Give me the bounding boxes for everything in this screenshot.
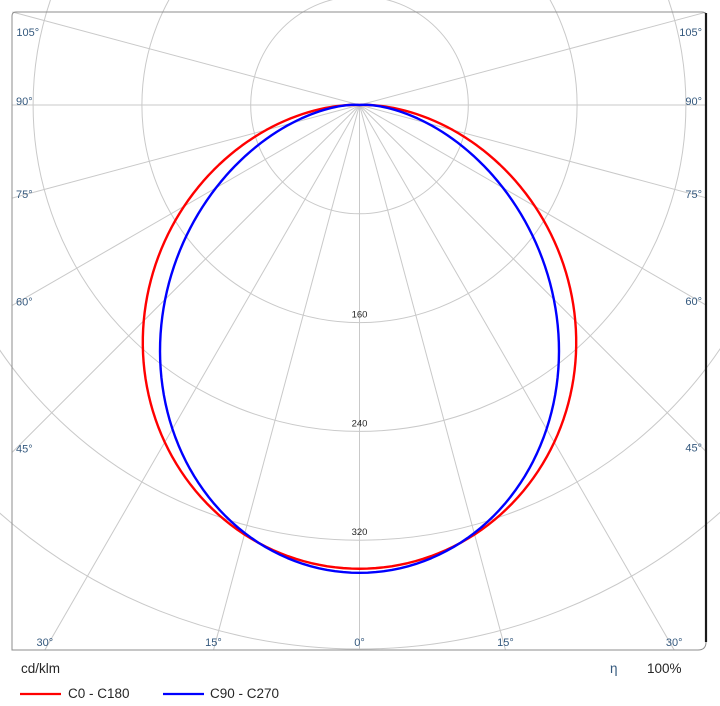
svg-text:30°: 30° xyxy=(666,637,683,649)
svg-text:15°: 15° xyxy=(497,637,514,649)
svg-text:60°: 60° xyxy=(16,297,33,309)
svg-text:0°: 0° xyxy=(354,637,365,649)
svg-text:160: 160 xyxy=(352,310,368,321)
svg-text:90°: 90° xyxy=(685,96,702,108)
svg-text:75°: 75° xyxy=(16,189,33,201)
svg-text:15°: 15° xyxy=(205,637,222,649)
svg-text:105°: 105° xyxy=(679,27,702,39)
svg-text:90°: 90° xyxy=(16,96,33,108)
svg-text:240: 240 xyxy=(352,418,368,429)
svg-text:100%: 100% xyxy=(647,661,682,676)
svg-text:C0 - C180: C0 - C180 xyxy=(68,686,130,701)
svg-text:60°: 60° xyxy=(685,296,702,308)
svg-text:C90 - C270: C90 - C270 xyxy=(210,686,279,701)
svg-text:75°: 75° xyxy=(685,189,702,201)
svg-text:45°: 45° xyxy=(16,444,33,456)
svg-text:105°: 105° xyxy=(16,27,39,39)
svg-text:30°: 30° xyxy=(36,637,53,649)
svg-text:cd/klm: cd/klm xyxy=(21,661,60,676)
svg-text:320: 320 xyxy=(352,527,368,538)
svg-text:η: η xyxy=(610,661,618,676)
svg-text:45°: 45° xyxy=(685,443,702,455)
